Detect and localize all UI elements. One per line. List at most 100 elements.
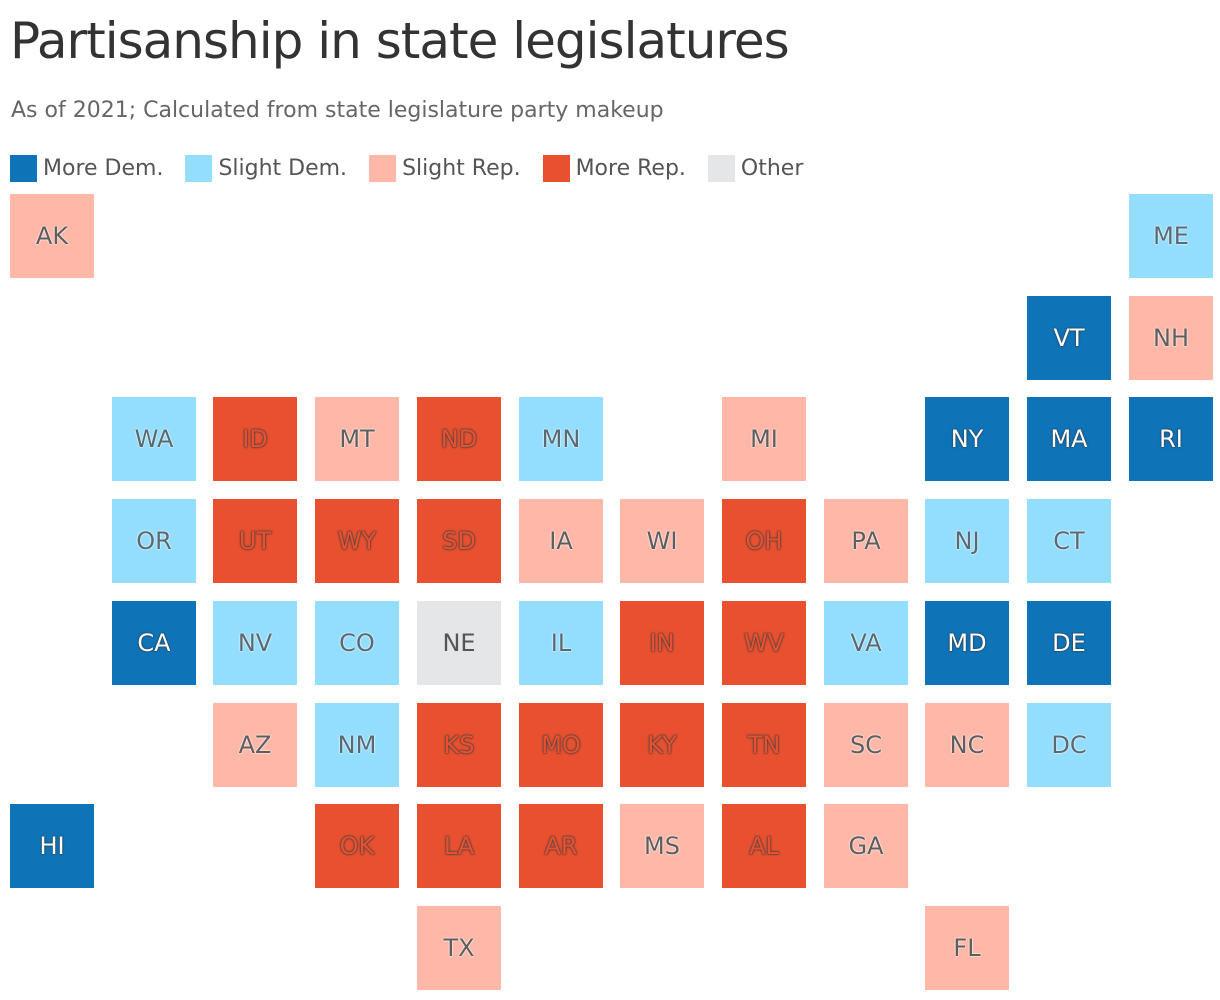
state-tile-nh: NH [1129,296,1213,380]
state-tile-wi: WI [620,499,704,583]
state-tile-al: AL [722,804,806,888]
state-label: HI [39,832,65,860]
state-label: KS [443,731,475,759]
state-label: SD [442,527,476,555]
state-label: NH [1153,324,1189,352]
state-label: TN [747,731,781,759]
state-label: AZ [238,731,272,759]
legend-swatch-more-dem [10,154,37,182]
state-tile-tx: TX [417,906,501,990]
state-tile-ct: CT [1027,499,1111,583]
state-label: OH [745,527,783,555]
state-tile-in: IN [620,601,704,685]
state-label: NE [442,629,476,657]
legend-swatch-slight-dem [185,154,213,182]
state-tile-de: DE [1027,601,1111,685]
state-label: AL [749,832,779,860]
legend-label-slight-rep: Slight Rep. [402,155,521,181]
state-tile-pa: PA [824,499,908,583]
state-tile-ak: AK [10,194,94,278]
state-tile-co: CO [315,601,399,685]
state-tile-nd: ND [417,397,501,481]
state-tile-az: AZ [213,703,297,787]
state-label: KY [647,731,677,759]
state-tile-ut: UT [213,499,297,583]
state-label: NV [237,629,273,657]
state-label: CT [1053,527,1085,555]
state-label: DC [1051,731,1087,759]
state-label: RI [1159,425,1183,453]
legend-item-more-dem: More Dem. [10,154,164,182]
state-label: ND [440,425,478,453]
state-tile-ri: RI [1129,397,1213,481]
state-tile-ma: MA [1027,397,1111,481]
legend: More Dem. Slight Dem. Slight Rep. More R… [10,154,825,182]
legend-item-slight-dem: Slight Dem. [185,154,348,182]
map-subtitle: As of 2021; Calculated from state legisl… [11,98,664,123]
state-label: AK [35,222,69,250]
state-tile-hi: HI [10,804,94,888]
state-tile-oh: OH [722,499,806,583]
state-label: NY [950,425,984,453]
legend-item-other: Other [707,154,804,182]
state-tile-md: MD [925,601,1009,685]
state-label: WA [134,425,174,453]
legend-swatch-other [707,154,735,182]
state-tile-il: IL [519,601,603,685]
state-tile-ky: KY [620,703,704,787]
state-label: WV [743,629,785,657]
legend-item-slight-rep: Slight Rep. [369,154,521,182]
state-label: DE [1052,629,1086,657]
state-label: VT [1053,324,1085,352]
legend-swatch-more-rep [542,154,570,182]
state-tile-fl: FL [925,906,1009,990]
state-tile-ia: IA [519,499,603,583]
state-label: MO [541,731,581,759]
state-label: LA [443,832,475,860]
state-tile-ok: OK [315,804,399,888]
state-tile-nv: NV [213,601,297,685]
state-tile-mo: MO [519,703,603,787]
state-tile-me: ME [1129,194,1213,278]
state-label: PA [851,527,881,555]
state-tile-id: ID [213,397,297,481]
state-label: MT [339,425,375,453]
map-title: Partisanship in state legislatures [10,12,790,70]
state-tile-ks: KS [417,703,501,787]
state-tile-ne: NE [417,601,501,685]
state-tile-ar: AR [519,804,603,888]
state-label: WY [337,527,377,555]
state-tile-mt: MT [315,397,399,481]
legend-label-other: Other [740,155,804,181]
legend-item-more-rep: More Rep. [542,154,686,182]
state-label: CA [137,629,171,657]
state-label: UT [238,527,272,555]
legend-label-more-rep: More Rep. [575,155,686,181]
state-label: SC [850,731,882,759]
state-tile-la: LA [417,804,501,888]
state-label: OK [339,832,375,860]
state-label: OR [136,527,172,555]
state-tile-mi: MI [722,397,806,481]
legend-label-slight-dem: Slight Dem. [218,155,348,181]
state-tile-wy: WY [315,499,399,583]
state-tile-ms: MS [620,804,704,888]
state-label: AR [544,832,578,860]
state-label: MD [947,629,987,657]
state-label: NM [337,731,377,759]
state-label: GA [848,832,884,860]
state-label: NC [949,731,985,759]
state-label: ME [1153,222,1189,250]
state-tile-mn: MN [519,397,603,481]
state-tile-dc: DC [1027,703,1111,787]
state-tile-nm: NM [315,703,399,787]
state-label: IN [649,629,675,657]
state-label: WI [646,527,678,555]
legend-label-more-dem: More Dem. [43,155,164,181]
state-tile-sc: SC [824,703,908,787]
state-label: CO [339,629,375,657]
state-tile-ga: GA [824,804,908,888]
state-tile-vt: VT [1027,296,1111,380]
state-label: VA [850,629,882,657]
